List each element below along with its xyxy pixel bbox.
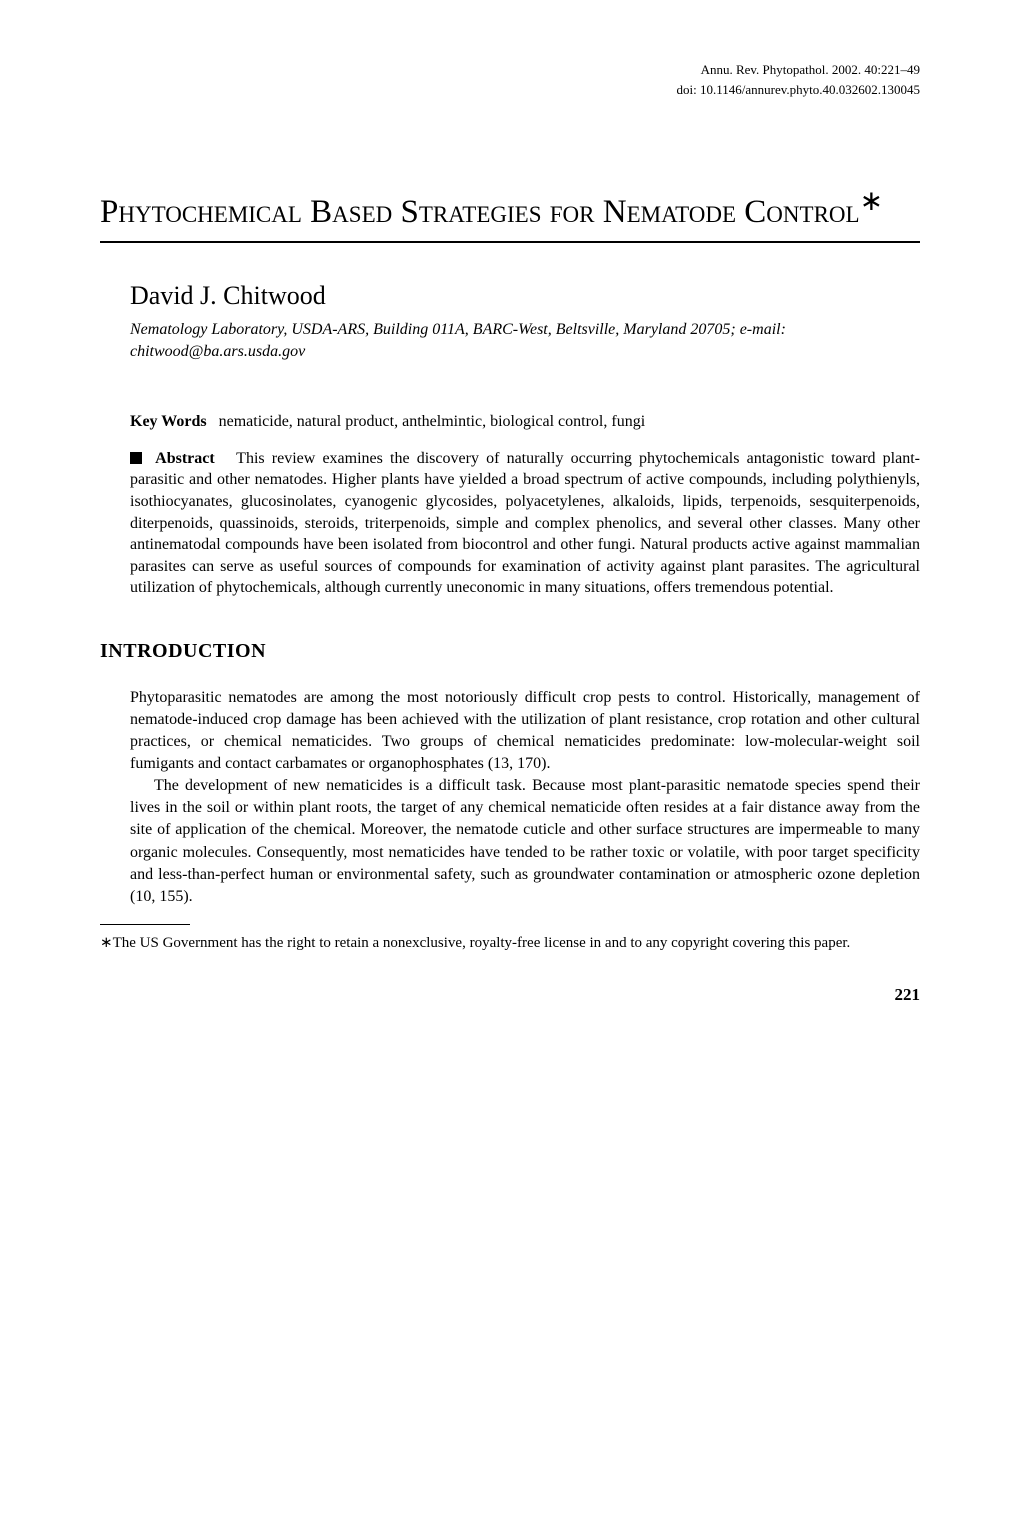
author-name: David J. Chitwood bbox=[130, 278, 920, 314]
header-references: Annu. Rev. Phytopathol. 2002. 40:221–49 … bbox=[100, 60, 920, 99]
author-affiliation: Nematology Laboratory, USDA-ARS, Buildin… bbox=[130, 319, 920, 364]
page-number: 221 bbox=[100, 983, 920, 1007]
footnote-text: The US Government has the right to retai… bbox=[113, 935, 851, 951]
footnote-marker: ∗ bbox=[100, 935, 113, 951]
footnote: ∗The US Government has the right to reta… bbox=[100, 933, 920, 953]
section-heading-introduction: INTRODUCTION bbox=[100, 637, 920, 665]
keywords-line: Key Words nematicide, natural product, a… bbox=[130, 411, 920, 433]
body-paragraph: The development of new nematicides is a … bbox=[130, 775, 920, 907]
title-asterisk: ∗ bbox=[860, 186, 884, 217]
square-marker-icon bbox=[130, 452, 142, 464]
title-text: Phytochemical Based Strategies for Nemat… bbox=[100, 194, 860, 230]
journal-reference: Annu. Rev. Phytopathol. 2002. 40:221–49 bbox=[100, 60, 920, 80]
abstract-label: Abstract bbox=[155, 450, 215, 467]
abstract-text: This review examines the discovery of na… bbox=[130, 450, 920, 597]
keywords-text: nematicide, natural product, anthelminti… bbox=[219, 413, 646, 430]
footnote-divider bbox=[100, 924, 190, 925]
article-title: Phytochemical Based Strategies for Nemat… bbox=[100, 184, 920, 243]
doi-reference: doi: 10.1146/annurev.phyto.40.032602.130… bbox=[100, 80, 920, 100]
abstract-block: Abstract This review examines the discov… bbox=[130, 448, 920, 599]
keywords-label: Key Words bbox=[130, 413, 207, 430]
body-paragraph: Phytoparasitic nematodes are among the m… bbox=[130, 687, 920, 775]
